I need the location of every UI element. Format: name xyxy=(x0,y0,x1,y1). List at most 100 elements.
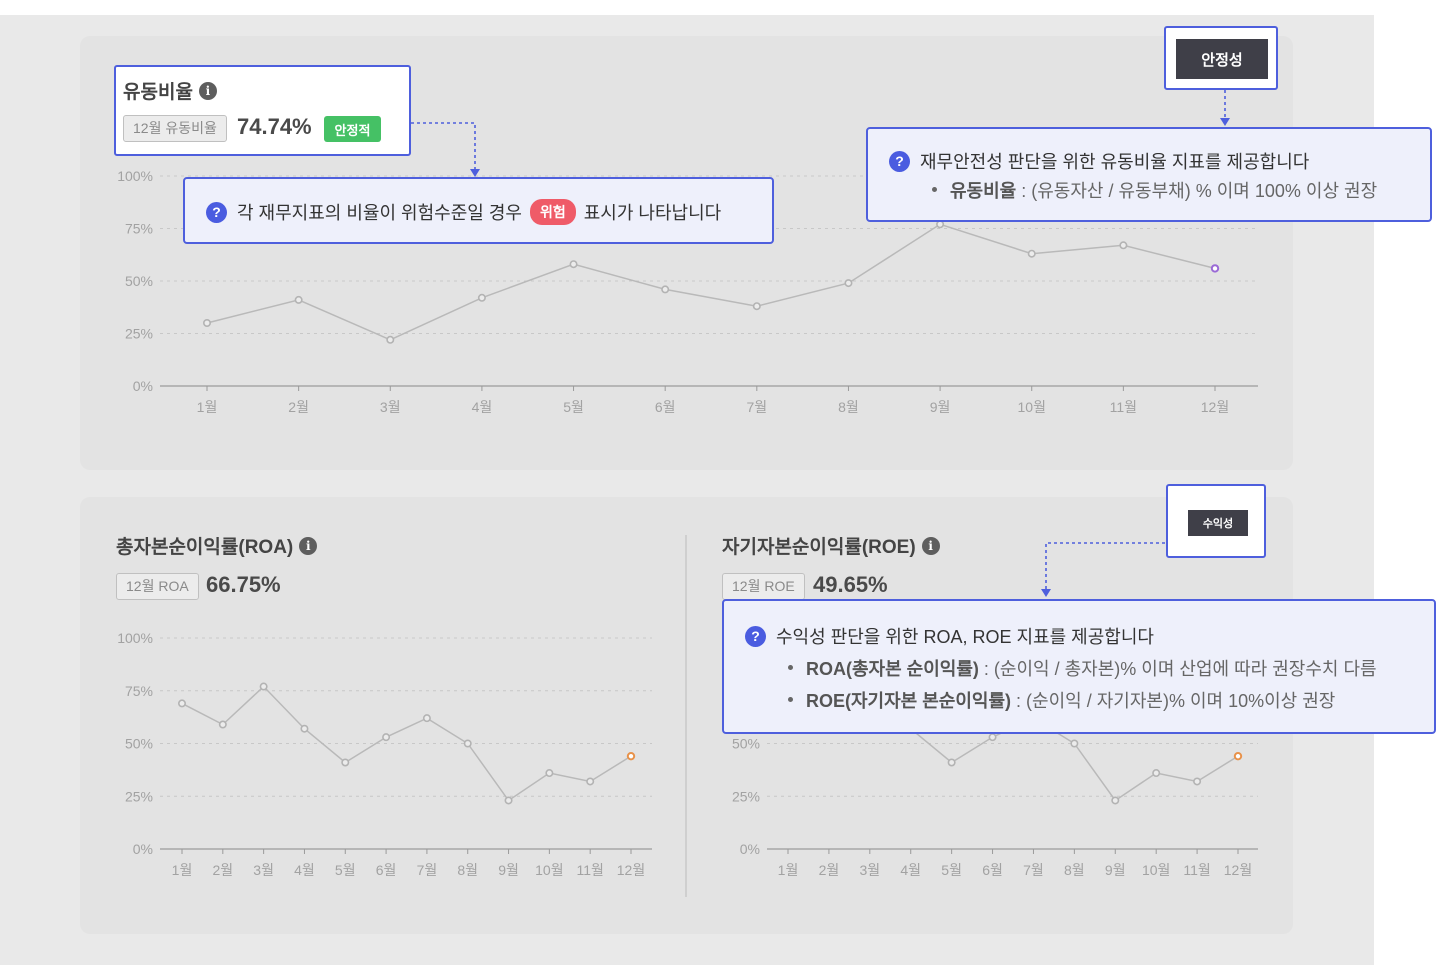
profitability-callout: ? 수익성 판단을 위한 ROA, ROE 지표를 제공합니다 ROA(총자본 … xyxy=(722,599,1436,734)
data-point xyxy=(463,739,472,748)
profitability-callout-bullet-roe: ROE(자기자본 본순이익률) : (순이익 / 자기자본)% 이며 10%이상… xyxy=(784,687,1335,713)
x-tick-label: 3월 xyxy=(859,862,880,878)
data-point xyxy=(661,285,670,294)
current-ratio-title-text: 유동비율 xyxy=(123,82,193,103)
data-point xyxy=(1233,751,1243,761)
y-tick-label: 50% xyxy=(125,273,153,289)
x-tick-label: 2월 xyxy=(819,862,840,878)
data-point xyxy=(1070,739,1079,748)
bullet-text: : (순이익 / 총자본)% 이며 산업에 따라 권장수치 다름 xyxy=(978,659,1377,679)
bullet-text: : (유동자산 / 유동부채) % 이며 100% 이상 권장 xyxy=(1016,181,1378,201)
stability-callout: ? 재무안전성 판단을 위한 유동비율 지표를 제공합니다 유동비율 : (유동… xyxy=(866,127,1432,222)
x-tick-label: 10월 xyxy=(1142,862,1170,878)
data-point xyxy=(1027,249,1036,258)
x-tick-label: 2월 xyxy=(288,399,309,415)
y-tick-label: 25% xyxy=(125,326,153,342)
profitability-callout-bullet-roa: ROA(총자본 순이익률) : (순이익 / 총자본)% 이며 산업에 따라 권… xyxy=(784,655,1377,681)
profitability-callout-heading: ? 수익성 판단을 위한 ROA, ROE 지표를 제공합니다 xyxy=(745,623,1154,649)
x-tick-label: 2월 xyxy=(212,862,233,878)
data-point xyxy=(203,318,212,327)
x-tick-label: 8월 xyxy=(1064,862,1085,878)
data-point xyxy=(504,796,513,805)
y-tick-label: 25% xyxy=(125,788,153,804)
x-tick-label: 5월 xyxy=(941,862,962,878)
highlight-profitability-tab: 수익성 xyxy=(1166,484,1266,558)
data-point xyxy=(1152,769,1161,778)
y-tick-label: 50% xyxy=(125,736,153,752)
x-tick-label: 9월 xyxy=(1105,862,1126,878)
x-tick-label: 12월 xyxy=(617,862,645,878)
info-icon[interactable]: i xyxy=(299,536,318,555)
roe-title: 자기자본순이익률(ROE) i xyxy=(722,532,940,559)
x-tick-label: 4월 xyxy=(472,399,493,415)
data-point xyxy=(569,260,578,269)
x-tick-label: 1월 xyxy=(778,862,799,878)
data-point xyxy=(988,733,997,742)
roa-value: 66.75% xyxy=(206,572,281,597)
x-tick-label: 11월 xyxy=(1183,862,1210,878)
y-tick-label: 0% xyxy=(740,841,760,857)
current-ratio-month-tag: 12월 유동비율 xyxy=(123,115,227,142)
y-tick-label: 75% xyxy=(125,221,153,237)
data-point xyxy=(844,279,853,288)
data-point xyxy=(477,293,486,302)
x-tick-label: 5월 xyxy=(335,862,356,878)
bullet-term: ROA(총자본 순이익률) xyxy=(806,659,979,679)
current-ratio-title: 유동비율 i xyxy=(123,77,217,104)
data-point xyxy=(545,769,554,778)
y-tick-label: 0% xyxy=(133,378,153,394)
danger-callout-text-before: 각 재무지표의 비율이 위험수준일 경우 xyxy=(237,203,522,223)
x-tick-label: 5월 xyxy=(563,399,584,415)
x-tick-label: 10월 xyxy=(1018,399,1046,415)
bullet-text: : (순이익 / 자기자본)% 이며 10%이상 권장 xyxy=(1011,691,1336,711)
roa-month-tag: 12월 ROA xyxy=(116,573,199,600)
data-point xyxy=(626,751,636,761)
data-point xyxy=(1193,777,1202,786)
stability-callout-heading: ? 재무안전성 판단을 위한 유동비율 지표를 제공합니다 xyxy=(889,148,1309,174)
x-tick-label: 6월 xyxy=(982,862,1003,878)
danger-callout-text-after: 표시가 나타납니다 xyxy=(583,203,722,223)
info-icon[interactable]: i xyxy=(198,81,217,100)
data-point xyxy=(586,777,595,786)
x-tick-label: 9월 xyxy=(930,399,951,415)
data-point xyxy=(386,335,395,344)
x-tick-label: 11월 xyxy=(1110,399,1137,415)
y-tick-label: 0% xyxy=(133,841,153,857)
x-tick-label: 6월 xyxy=(655,399,676,415)
y-tick-label: 50% xyxy=(732,736,760,752)
danger-badge: 위험 xyxy=(529,199,576,225)
data-point xyxy=(947,758,956,767)
data-point xyxy=(422,714,431,723)
current-ratio-value: 74.74% xyxy=(237,114,312,139)
x-tick-label: 12월 xyxy=(1224,862,1252,878)
stability-callout-bullet: 유동비율 : (유동자산 / 유동부채) % 이며 100% 이상 권장 xyxy=(928,177,1377,203)
x-tick-label: 9월 xyxy=(498,862,519,878)
question-icon: ? xyxy=(206,201,227,223)
bullet-term: 유동비율 xyxy=(950,181,1017,201)
roe-title-text: 자기자본순이익률(ROE) xyxy=(722,537,916,558)
data-point xyxy=(259,682,268,691)
data-point xyxy=(178,699,187,708)
x-tick-label: 7월 xyxy=(746,399,767,415)
danger-callout-row: ? 각 재무지표의 비율이 위험수준일 경우 위험 표시가 나타납니다 xyxy=(206,199,721,225)
data-point xyxy=(300,724,309,733)
stability-tab[interactable]: 안정성 xyxy=(1176,39,1268,79)
x-tick-label: 3월 xyxy=(253,862,274,878)
data-point xyxy=(294,295,303,304)
roa-title-text: 총자본순이익률(ROA) xyxy=(116,537,294,558)
x-tick-label: 4월 xyxy=(900,862,921,878)
x-tick-label: 8월 xyxy=(457,862,478,878)
x-tick-label: 11월 xyxy=(576,862,603,878)
data-point xyxy=(752,302,761,311)
info-icon[interactable]: i xyxy=(921,536,940,555)
safe-status-badge: 안정적 xyxy=(324,116,381,142)
highlight-stability-tab: 안정성 xyxy=(1164,26,1278,90)
series-line xyxy=(181,685,632,802)
data-point xyxy=(1119,241,1128,250)
data-point xyxy=(1210,264,1220,273)
highlight-current-ratio: 유동비율 i 12월 유동비율 74.74% 안정적 xyxy=(114,65,411,156)
profitability-tab[interactable]: 수익성 xyxy=(1188,510,1248,536)
y-tick-label: 100% xyxy=(117,630,153,646)
